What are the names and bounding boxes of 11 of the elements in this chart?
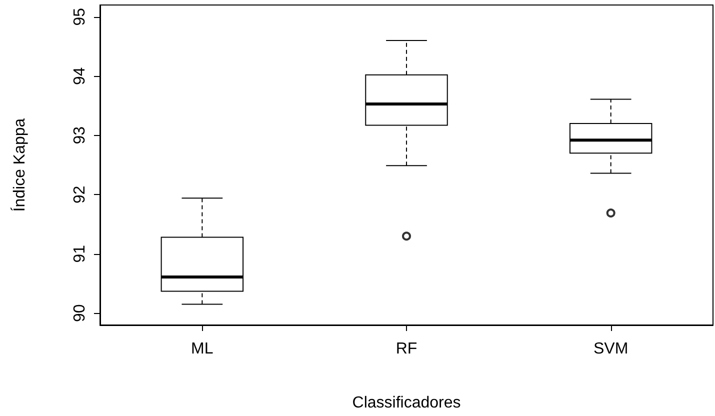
- y-tick-label: 92: [72, 186, 88, 204]
- y-tick-label: 90: [72, 304, 88, 322]
- x-tick-label: SVM: [593, 340, 628, 358]
- y-tick-label: 94: [72, 67, 88, 86]
- y-axis-title: Índice Kappa: [10, 118, 28, 212]
- x-tick-label: RF: [396, 340, 418, 358]
- y-tick-label: 91: [72, 244, 88, 263]
- y-tick-label: 93: [72, 126, 88, 144]
- y-tick-label: 95: [72, 8, 88, 26]
- x-tick-label: ML: [191, 340, 214, 358]
- x-axis-title: Classificadores: [352, 394, 461, 412]
